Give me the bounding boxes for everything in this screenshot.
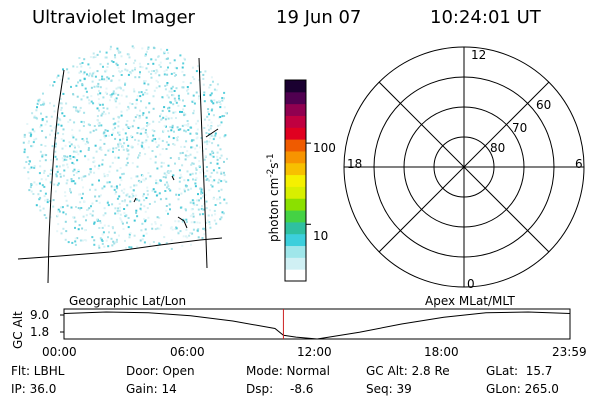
orbit-x-tick-0000: 00:00 [42, 345, 77, 359]
orbit-left-label: Geographic Lat/Lon [69, 294, 187, 308]
colorbar-unit-exp2: -1 [266, 153, 276, 163]
status-ip: IP: 36.0 [11, 382, 57, 396]
colorbar-cell [285, 103, 306, 116]
colorbar-cell [285, 115, 306, 128]
orbit-y-tick-min: 1.8 [30, 325, 50, 339]
colorbar-cell [285, 127, 306, 140]
mlt-label-0: 0 [467, 277, 475, 291]
image-date: 19 Jun 07 [276, 7, 362, 28]
status-door: Door: Open [126, 364, 195, 378]
mlat-label-60: 60 [536, 98, 552, 112]
longitude-line-left [47, 69, 65, 284]
orbit-y-tick-max: 9.0 [30, 308, 50, 322]
colorbar-unit-label: photon cm-2s-1 [266, 153, 281, 242]
orbit-altitude-line [63, 311, 571, 340]
image-time: 10:24:01 UT [430, 7, 541, 28]
status-filter: Flt: LBHL [11, 364, 65, 378]
colorbar-tick-10: 10 [313, 229, 329, 243]
colorbar-cell [285, 257, 306, 270]
status-glon: GLon: 265.0 [486, 382, 559, 396]
status-dsp-value: -8.6 [290, 382, 314, 396]
coastline-1 [205, 128, 219, 138]
uv-speckle [22, 45, 228, 250]
colorbar-cell [285, 80, 306, 93]
mlt-label-6: 6 [575, 157, 583, 171]
mlat-label-70: 70 [512, 121, 528, 135]
status-seq: Seq: 39 [366, 382, 412, 396]
mlt-label-18: 18 [347, 157, 363, 171]
coastline-3 [177, 216, 188, 229]
status-glat: GLat: 15.7 [486, 364, 553, 378]
colorbar [284, 79, 311, 282]
colorbar-unit-exp1: -2 [266, 168, 276, 178]
orbit-x-tick-0600: 06:00 [170, 345, 205, 359]
status-gc-alt: GC Alt: 2.8 Re [366, 364, 450, 378]
colorbar-cell [285, 245, 306, 258]
polar-grid [343, 46, 585, 288]
orbit-x-tick-2359: 23:59 [552, 345, 587, 359]
orbit-x-tick-1800: 18:00 [424, 345, 459, 359]
colorbar-cell [285, 198, 306, 211]
longitude-line-right [198, 57, 208, 269]
colorbar-cell [285, 162, 306, 176]
coastline-2 [171, 175, 175, 181]
status-mode: Mode: Normal [246, 364, 330, 378]
colorbar-cell [285, 186, 306, 199]
colorbar-cell [285, 174, 306, 187]
colorbar-cell [285, 91, 306, 105]
orbit-panel [60, 308, 571, 340]
colorbar-cell [285, 233, 306, 247]
colorbar-cell [285, 150, 306, 164]
orbit-y-title: GC Alt [11, 311, 25, 349]
colorbar-cell [285, 139, 306, 152]
mlat-label-80: 80 [490, 141, 506, 155]
colorbar-cell [285, 221, 306, 235]
colorbar-unit-mid: s [267, 162, 281, 169]
uv-image [17, 41, 244, 284]
colorbar-tick-100: 100 [313, 141, 336, 155]
instrument-title: Ultraviolet Imager [32, 7, 195, 28]
mlt-label-12: 12 [471, 48, 487, 62]
orbit-right-label: Apex MLat/MLT [425, 294, 515, 308]
status-gain: Gain: 14 [126, 382, 177, 396]
latitude-line [17, 237, 223, 260]
colorbar-unit-text: photon cm [267, 177, 281, 242]
coastline-4 [133, 197, 137, 203]
colorbar-cell [285, 210, 306, 223]
orbit-x-tick-1200: 12:00 [297, 345, 332, 359]
status-dsp-label: Dsp: [246, 382, 274, 396]
colorbar-cell [285, 269, 306, 282]
